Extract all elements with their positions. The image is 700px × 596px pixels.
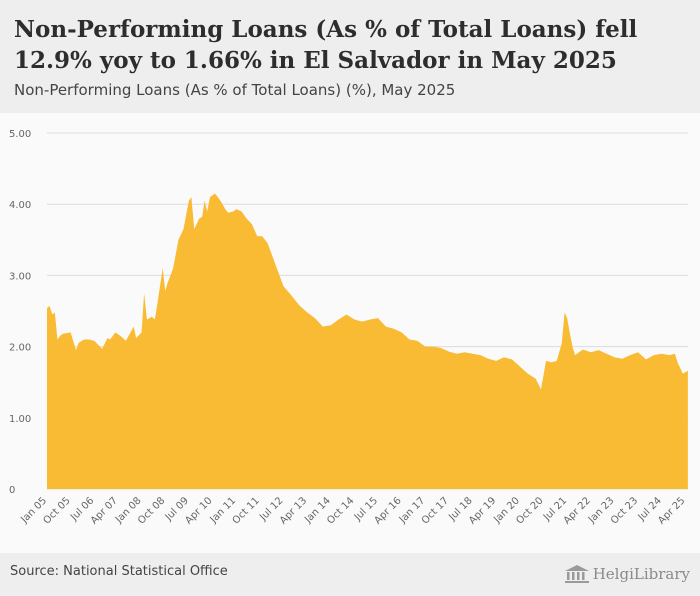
x-tick-label: Oct 17 [420,495,451,526]
library-building-icon [564,565,589,583]
logo-text: HelgiLibrary [592,565,690,583]
npl-area-series [47,193,688,489]
x-tick-label: Oct 11 [231,495,262,526]
chart-area: 0 1.00 2.00 3.00 4.00 5.00 Jan 05 Oct 05 Jul 06… [0,113,700,553]
footer: Source: National Statistical Office Helg… [0,553,700,596]
y-tick-label: 1.00 [9,414,31,425]
x-tick-label: Apr 10 [183,495,214,526]
x-tick-label: Oct 23 [609,495,640,526]
x-tick-label: Apr 22 [562,495,593,526]
x-tick-label: Oct 05 [42,495,73,526]
y-tick-label: 2.00 [9,343,31,354]
chart-subtitle: Non-Performing Loans (As % of Total Loan… [14,81,456,99]
series-area [47,193,688,489]
source-note: Source: National Statistical Office [10,564,228,579]
x-tick-label: Oct 08 [136,495,167,526]
x-tick-label: Apr 19 [467,495,498,526]
x-tick-label: Apr 13 [278,495,309,526]
helgi-library-logo[interactable]: HelgiLibrary [564,562,690,586]
header: Non-Performing Loans (As % of Total Loan… [0,0,700,113]
page-title: Non-Performing Loans (As % of Total Loan… [14,16,638,74]
y-axis: 0 1.00 2.00 3.00 4.00 5.00 [9,129,31,496]
x-tick-label: Apr 16 [373,495,404,526]
x-tick-label: Apr 25 [656,495,687,526]
y-tick-label: 3.00 [9,271,31,282]
y-tick-label: 5.00 [9,129,31,140]
x-tick-label: Oct 14 [325,495,356,526]
y-tick-label: 4.00 [9,200,31,211]
x-tick-label: Oct 20 [514,495,545,526]
y-tick-label: 0 [9,485,15,496]
x-tick-label: Apr 07 [89,495,120,526]
